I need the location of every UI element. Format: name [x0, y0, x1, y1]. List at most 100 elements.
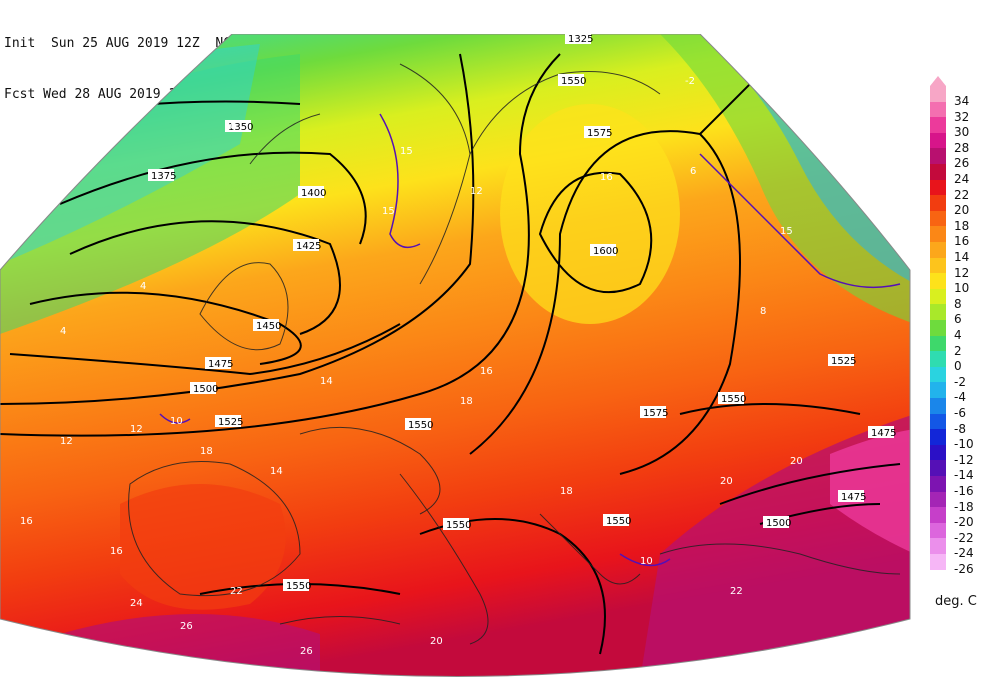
- warm-region-iberia: [120, 484, 286, 610]
- geopotential-label-1550: 1550: [603, 514, 631, 527]
- svg-text:16: 16: [20, 516, 33, 527]
- svg-text:1550: 1550: [408, 420, 433, 431]
- colorbar-swatch: [930, 335, 946, 352]
- geopotential-label-1525: 1525: [215, 415, 243, 428]
- weather-map: 1325 1350 1375 1400 1425 1450 1475 1500 …: [0, 34, 911, 677]
- svg-text:1450: 1450: [256, 321, 281, 332]
- colorbar-label: 26: [954, 156, 970, 171]
- colorbar-swatch: [930, 491, 946, 508]
- colorbar-label: -18: [954, 499, 974, 514]
- svg-text:12: 12: [130, 424, 143, 435]
- colorbar-label: 4: [954, 328, 962, 342]
- colorbar-swatch: [930, 429, 946, 445]
- colorbar-swatch: [930, 507, 946, 523]
- colorbar-label: -6: [954, 406, 966, 420]
- svg-text:1550: 1550: [561, 76, 586, 87]
- svg-text:1475: 1475: [841, 492, 866, 503]
- colorbar-swatch: [930, 257, 946, 274]
- colorbar-label: 28: [954, 140, 970, 155]
- colorbar-swatch: [930, 444, 946, 461]
- colorbar-label: 16: [954, 234, 970, 249]
- colorbar-label: 14: [954, 250, 970, 264]
- colorbar-label: -8: [954, 421, 966, 436]
- geopotential-label-1325: 1325: [565, 34, 593, 45]
- colorbar-label: 30: [954, 125, 970, 140]
- colorbar-swatch: [930, 460, 946, 476]
- svg-text:1350: 1350: [228, 122, 253, 133]
- svg-text:1500: 1500: [766, 518, 791, 529]
- colorbar-swatch: [930, 538, 946, 554]
- colorbar-swatch: [930, 226, 946, 242]
- colorbar-label: 24: [954, 172, 970, 186]
- colorbar-label: -24: [954, 546, 974, 561]
- colorbar-label: 8: [954, 296, 962, 311]
- colorbar-swatch: [930, 366, 946, 383]
- colorbar-label: 2: [954, 343, 962, 358]
- svg-text:16: 16: [600, 172, 613, 183]
- colorbar-label: 32: [954, 109, 970, 124]
- temperature-labels: 12 16 14 16 18 14 18 16 22 26 24 18 20 2…: [20, 76, 803, 657]
- colorbar-swatch: [930, 382, 946, 398]
- svg-text:18: 18: [460, 396, 473, 407]
- colorbar-label: 20: [954, 203, 970, 218]
- svg-text:16: 16: [110, 546, 123, 557]
- svg-text:18: 18: [560, 486, 573, 497]
- svg-text:1550: 1550: [606, 516, 631, 527]
- geopotential-label-1600: 1600: [590, 244, 618, 257]
- svg-text:22: 22: [230, 586, 243, 597]
- svg-text:1575: 1575: [643, 408, 668, 419]
- geopotential-label-1575: 1575: [640, 406, 668, 419]
- svg-text:1475: 1475: [871, 428, 896, 439]
- svg-text:1600: 1600: [593, 246, 618, 257]
- svg-text:26: 26: [300, 646, 313, 657]
- colorbar-label: -4: [954, 390, 966, 405]
- svg-text:15: 15: [780, 226, 793, 237]
- svg-text:18: 18: [200, 446, 213, 457]
- svg-text:20: 20: [720, 476, 733, 487]
- svg-text:14: 14: [320, 376, 333, 387]
- svg-text:10: 10: [640, 556, 653, 567]
- colorbar-swatch: [930, 148, 946, 164]
- svg-text:22: 22: [730, 586, 743, 597]
- svg-text:20: 20: [430, 636, 443, 647]
- geopotential-label-1500: 1500: [763, 516, 791, 529]
- colorbar-label: 22: [954, 187, 970, 202]
- svg-text:20: 20: [790, 456, 803, 467]
- colorbar-label: 12: [954, 265, 970, 280]
- colorbar-top-arrow: [930, 76, 946, 86]
- svg-text:10: 10: [170, 416, 183, 427]
- wind-labels: 15 15 15 10 10: [170, 146, 793, 567]
- colorbar-swatch: [930, 242, 946, 258]
- geopotential-label-1425: 1425: [293, 239, 321, 252]
- colorbar-unit: deg. C: [935, 594, 977, 609]
- colorbar-label: 10: [954, 281, 970, 296]
- svg-text:1400: 1400: [301, 188, 326, 199]
- svg-text:1575: 1575: [587, 128, 612, 139]
- svg-text:0: 0: [230, 121, 236, 132]
- colorbar-swatch: [930, 288, 946, 305]
- svg-text:4: 4: [140, 281, 146, 292]
- colorbar-swatch: [930, 476, 946, 492]
- geopotential-label-1500: 1500: [190, 382, 218, 395]
- colorbar-swatch: [930, 554, 946, 570]
- svg-text:1550: 1550: [446, 520, 471, 531]
- svg-text:15: 15: [382, 206, 395, 217]
- colorbar-label: 0: [954, 359, 962, 374]
- geopotential-label-1475: 1475: [838, 490, 866, 503]
- colorbar-label: -16: [954, 484, 974, 498]
- contour-labels: 1325 1350 1375 1400 1425 1450 1475 1500 …: [20, 34, 896, 657]
- warm-core-scandinavia: [500, 104, 680, 324]
- map-area: [0, 34, 910, 677]
- colorbar-label: -26: [954, 562, 974, 576]
- svg-text:24: 24: [130, 598, 143, 609]
- colorbar-swatch: [930, 132, 946, 149]
- svg-text:12: 12: [60, 436, 73, 447]
- colorbar-swatch: [930, 164, 946, 180]
- geopotential-label-1350: 1350: [225, 120, 253, 133]
- svg-text:1500: 1500: [193, 384, 218, 395]
- colorbar-label: -10: [954, 437, 974, 452]
- svg-text:6: 6: [690, 166, 696, 177]
- geopotential-label-1550: 1550: [443, 518, 471, 531]
- colorbar-label: -20: [954, 515, 974, 530]
- svg-text:-2: -2: [685, 76, 695, 87]
